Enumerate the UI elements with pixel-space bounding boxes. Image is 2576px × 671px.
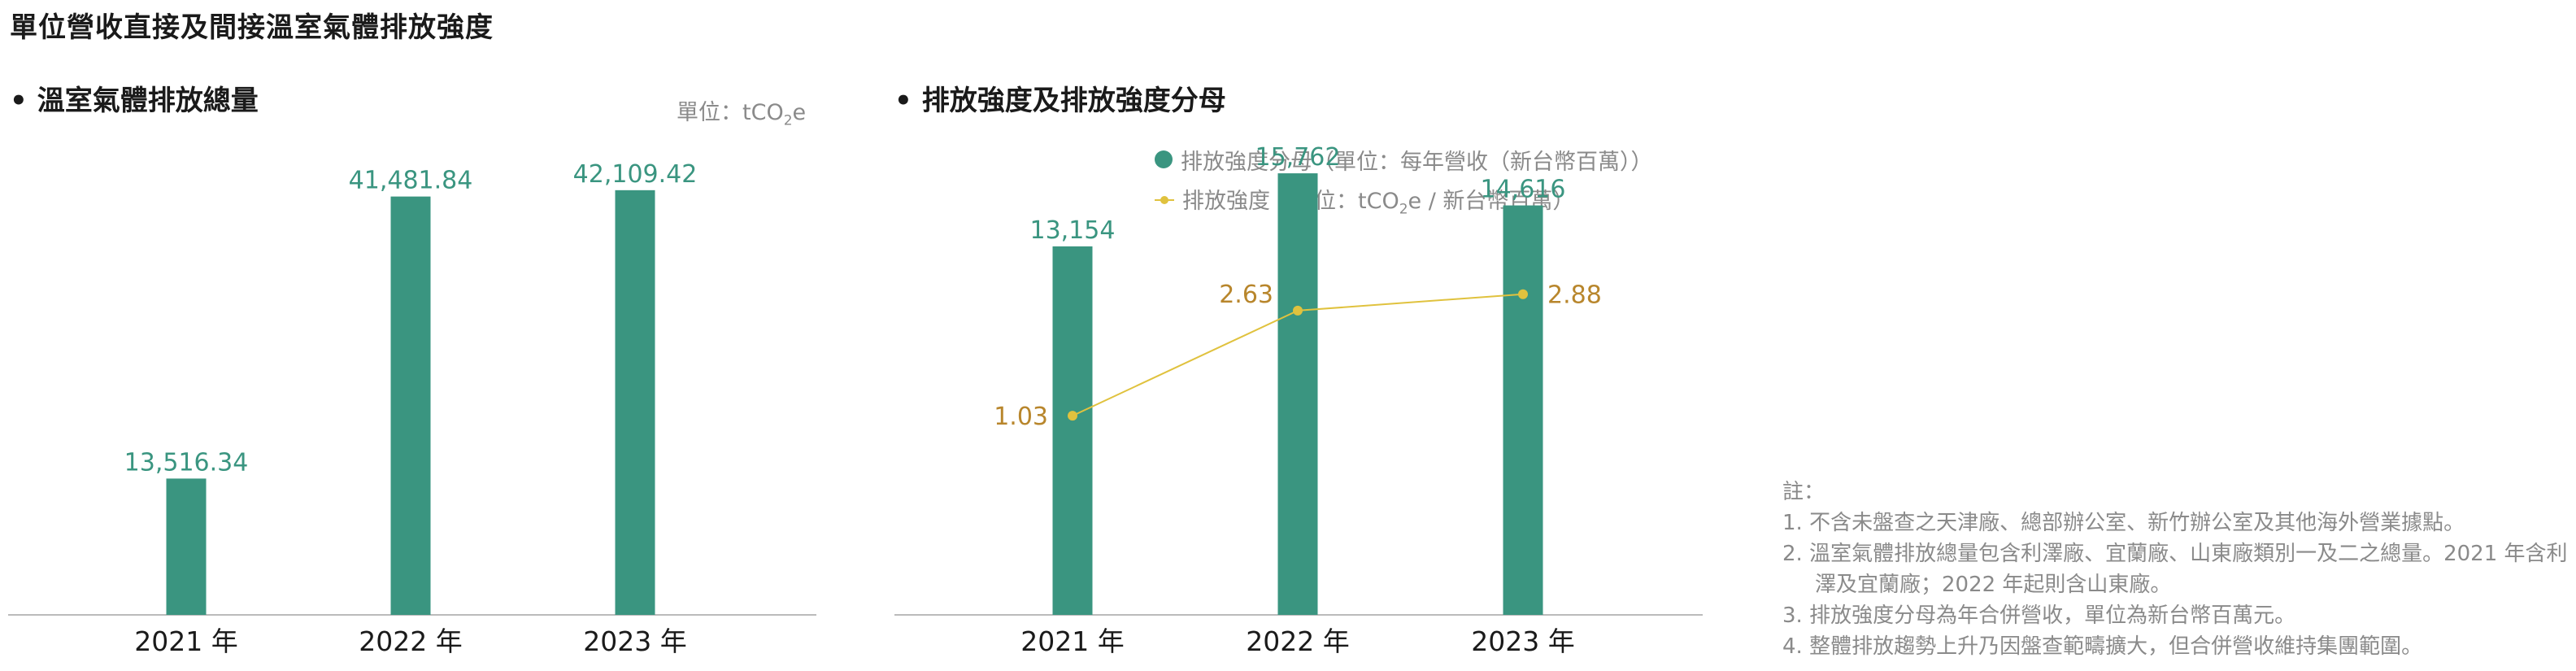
line-point (1068, 411, 1077, 421)
line-value-label: 2.88 (1547, 281, 1602, 310)
bar (390, 196, 431, 615)
note-item: 3. 排放強度分母為年合併營收，單位為新台幣百萬元。 (1782, 603, 2296, 628)
line-value-label: 2.63 (1219, 281, 1273, 309)
x-tick-label: 2022 年 (1246, 625, 1349, 657)
bar (1052, 246, 1093, 615)
x-tick-label: 2022 年 (359, 625, 462, 657)
x-tick-label: 2021 年 (1020, 625, 1124, 657)
right-chart-title-text: 排放強度及排放強度分母 (921, 85, 1226, 117)
line-point (1293, 305, 1303, 316)
left-chart-unit: 單位：tCO2e (677, 94, 806, 129)
bar (1503, 205, 1543, 615)
bar-value-label: 13,154 (1030, 216, 1116, 245)
bar (615, 190, 655, 615)
bar-value-label: 14,616 (1481, 176, 1566, 204)
legend-label-revenue: 排放強度分母（單位：每年營收（新台幣百萬）） (1181, 149, 1653, 175)
left-chart-title: • 溫室氣體排放總量 (10, 78, 259, 118)
x-tick-label: 2021 年 (134, 625, 237, 657)
x-tick-label: 2023 年 (1471, 625, 1574, 657)
note-item: 4. 整體排放趨勢上升乃因盤查範疇擴大，但合併營收維持集團範圍。 (1782, 634, 2423, 659)
unit-suffix: e (792, 100, 807, 125)
left-chart-title-text: 溫室氣體排放總量 (37, 85, 259, 117)
page-title: 單位營收直接及間接溫室氣體排放強度 (10, 11, 494, 44)
legend-circle-icon (1155, 150, 1173, 168)
notes: 註： 1. 不含未盤查之天津廠、總部辦公室、新竹辦公室及其他海外營業據點。 2.… (1782, 477, 2573, 662)
bar-value-label: 13,516.34 (124, 448, 249, 477)
bullet-icon: • (894, 85, 912, 117)
bar-value-label: 42,109.42 (573, 160, 698, 189)
notes-title: 註： (1782, 480, 1825, 504)
bullet-icon: • (10, 85, 28, 117)
unit-sub: 2 (783, 112, 793, 129)
legend-intensity-sub: 2 (1399, 201, 1408, 218)
bar (1277, 173, 1318, 615)
unit-prefix: 單位：tCO (677, 100, 784, 125)
legend-line-icon (1155, 196, 1174, 204)
bar-value-label: 15,762 (1255, 143, 1341, 172)
x-tick-label: 2023 年 (583, 625, 686, 657)
note-item: 2. 溫室氣體排放總量包含利澤廠、宜蘭廠、山東廠類別一及二之總量。2021 年含… (1782, 542, 2568, 597)
bar-value-label: 41,481.84 (349, 167, 473, 195)
legend-intensity-suffix: e / 新台幣百萬） (1408, 188, 1575, 214)
line-point (1518, 289, 1528, 299)
note-item: 1. 不含未盤查之天津廠、總部辦公室、新竹辦公室及其他海外營業據點。 (1782, 511, 2465, 535)
legend-item-revenue: 排放強度分母（單位：每年營收（新台幣百萬）） (1155, 139, 1653, 180)
right-chart-title: • 排放強度及排放強度分母 (894, 78, 1226, 118)
bar (166, 478, 207, 615)
line-value-label: 1.03 (994, 403, 1048, 431)
